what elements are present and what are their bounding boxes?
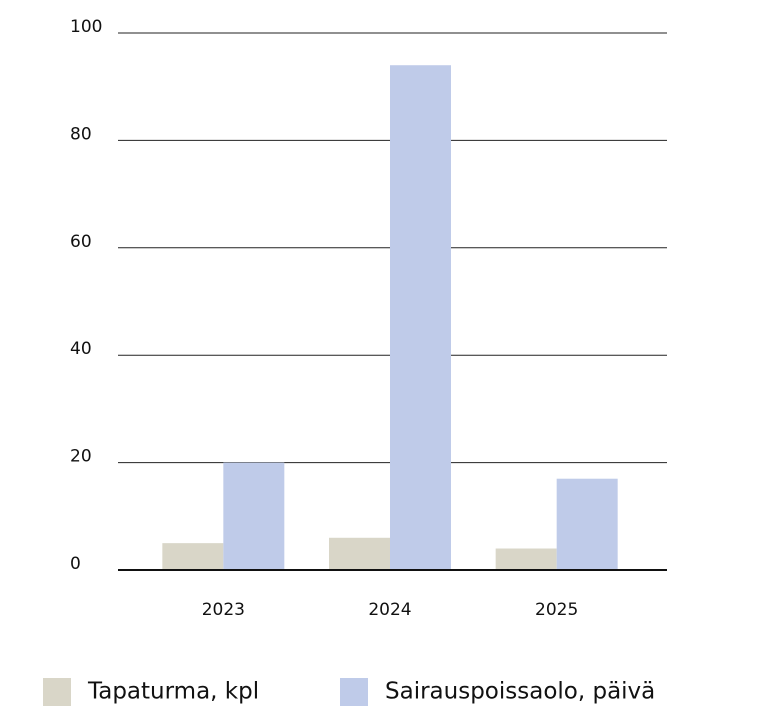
legend-label: Sairauspoissaolo, päivä [385, 679, 655, 705]
y-tick-label: 20 [70, 447, 92, 467]
bar [223, 462, 285, 570]
y-tick-label: 100 [70, 17, 102, 37]
bar [556, 478, 618, 570]
x-tick-label: 2024 [368, 600, 411, 620]
y-tick-label: 80 [70, 124, 92, 144]
y-tick-label: 40 [70, 339, 92, 359]
y-tick-label: 0 [70, 554, 81, 574]
y-tick-label: 60 [70, 232, 92, 252]
legend-swatch [340, 678, 368, 706]
x-tick-label: 2025 [535, 600, 578, 620]
bar [162, 543, 224, 570]
x-tick-label: 2023 [202, 600, 245, 620]
legend-swatch [43, 678, 71, 706]
bar [329, 537, 390, 570]
bar [495, 548, 557, 570]
bar [390, 65, 451, 570]
legend-label: Tapaturma, kpl [87, 679, 259, 705]
